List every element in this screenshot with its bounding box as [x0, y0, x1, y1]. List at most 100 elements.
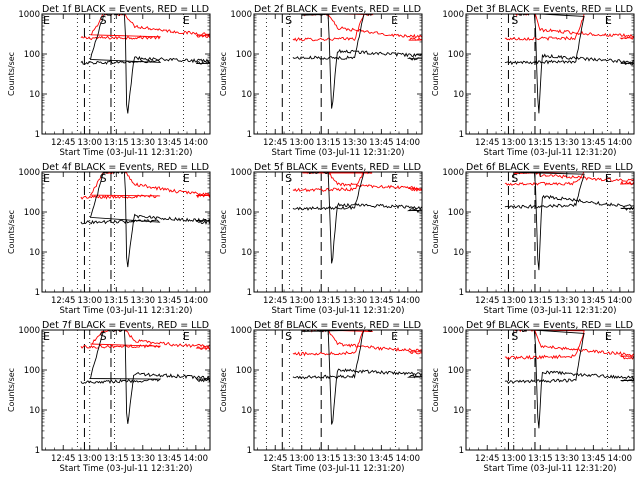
event-marker-e: E [605, 330, 612, 343]
panel-title: Det 7f BLACK = Events, RED = LLD [42, 320, 209, 331]
y-tick-label: 1000 [18, 326, 40, 336]
x-axis-label: Start Time (03-Jul-11 12:31:20) [484, 464, 617, 474]
panel-title: Det 6f BLACK = Events, RED = LLD [466, 162, 633, 173]
y-tick-label: 1000 [18, 168, 40, 178]
x-tick-label: 12:45 [263, 454, 288, 464]
event-marker-e: E [43, 14, 50, 27]
event-marker-e: E [391, 172, 398, 185]
series-events [292, 14, 422, 109]
event-marker-e: E [183, 14, 190, 27]
y-tick-label: 1 [247, 446, 252, 456]
x-tick-label: 13:00 [289, 138, 314, 148]
series-lld [504, 172, 634, 186]
x-tick-label: 14:00 [184, 138, 209, 148]
x-tick-label: 13:15 [528, 296, 553, 306]
x-tick-label: 13:45 [157, 138, 182, 148]
y-tick-label: 10 [29, 90, 40, 100]
x-tick-label: 13:00 [501, 296, 526, 306]
x-tick-label: 13:15 [104, 296, 129, 306]
x-axis-label: Start Time (03-Jul-11 12:31:20) [272, 148, 405, 158]
series-lld [504, 330, 634, 361]
x-axis-label: Start Time (03-Jul-11 12:31:20) [484, 306, 617, 316]
y-tick-label: 1 [247, 130, 252, 140]
event-marker-s: S [100, 14, 107, 27]
x-tick-label: 13:15 [528, 454, 553, 464]
y-axis-label: Counts/sec [7, 368, 16, 412]
y-tick-label: 1000 [18, 10, 40, 20]
x-tick-label: 13:30 [555, 454, 580, 464]
y-tick-label: 100 [24, 50, 40, 60]
series-events [292, 330, 422, 425]
plot-frame [253, 171, 423, 293]
plot-frame [41, 171, 211, 293]
event-marker-e: E [391, 330, 398, 343]
series-lld [292, 172, 422, 193]
event-marker-e: E [605, 14, 612, 27]
x-tick-label: 13:00 [77, 138, 102, 148]
x-tick-label: 14:00 [184, 296, 209, 306]
series-events [504, 14, 634, 114]
x-tick-label: 13:30 [131, 454, 156, 464]
y-tick-label: 1 [459, 288, 464, 298]
series-events [292, 172, 422, 264]
x-axis-label: Start Time (03-Jul-11 12:31:20) [60, 306, 193, 316]
x-tick-label: 14:00 [396, 296, 421, 306]
y-tick-label: 1000 [442, 168, 464, 178]
series-events [80, 330, 210, 424]
x-tick-label: 13:45 [369, 296, 394, 306]
y-tick-label: 100 [236, 208, 252, 218]
y-tick-label: 10 [29, 406, 40, 416]
x-tick-label: 14:00 [608, 296, 633, 306]
y-axis-label: Counts/sec [431, 210, 440, 254]
series-lld [80, 172, 210, 200]
y-tick-label: 100 [448, 366, 464, 376]
x-tick-label: 13:45 [581, 296, 606, 306]
y-axis-label: Counts/sec [219, 210, 228, 254]
x-tick-label: 12:45 [51, 454, 76, 464]
y-axis-label: Counts/sec [219, 368, 228, 412]
x-tick-label: 13:30 [343, 138, 368, 148]
y-tick-label: 100 [236, 366, 252, 376]
x-tick-label: 12:45 [51, 296, 76, 306]
series-lld [504, 14, 634, 41]
y-tick-label: 1000 [442, 10, 464, 20]
panel-title: Det 4f BLACK = Events, RED = LLD [42, 162, 209, 173]
x-tick-label: 13:00 [77, 296, 102, 306]
x-tick-label: 13:15 [104, 454, 129, 464]
y-tick-label: 1000 [230, 326, 252, 336]
x-tick-label: 13:45 [157, 296, 182, 306]
y-tick-label: 10 [453, 90, 464, 100]
event-marker-e: E [183, 172, 190, 185]
series-lld [80, 330, 210, 351]
y-tick-label: 1 [459, 130, 464, 140]
x-axis-label: Start Time (03-Jul-11 12:31:20) [60, 148, 193, 158]
y-tick-label: 10 [241, 90, 252, 100]
x-tick-label: 13:30 [131, 138, 156, 148]
x-tick-label: 13:00 [501, 454, 526, 464]
x-tick-label: 12:45 [475, 138, 500, 148]
y-tick-label: 10 [241, 248, 252, 258]
panel-title: Det 2f BLACK = Events, RED = LLD [254, 4, 421, 15]
plot-frame [253, 329, 423, 451]
x-tick-label: 13:30 [555, 138, 580, 148]
x-tick-label: 13:00 [77, 454, 102, 464]
y-tick-label: 10 [453, 406, 464, 416]
x-axis-label: Start Time (03-Jul-11 12:31:20) [60, 464, 193, 474]
x-tick-label: 14:00 [396, 454, 421, 464]
series-lld [292, 14, 422, 42]
event-marker-s: S [285, 172, 292, 185]
x-tick-label: 14:00 [608, 454, 633, 464]
y-axis-label: Counts/sec [7, 210, 16, 254]
x-tick-label: 14:00 [608, 138, 633, 148]
event-marker-e: E [183, 330, 190, 343]
y-tick-label: 1000 [230, 10, 252, 20]
plot-frame [465, 329, 635, 451]
x-tick-label: 13:00 [501, 138, 526, 148]
